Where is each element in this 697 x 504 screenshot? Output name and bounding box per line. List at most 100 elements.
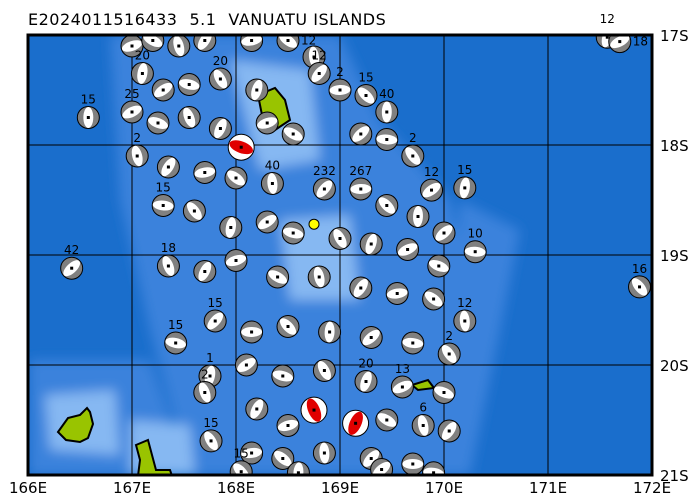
focal-mechanism[interactable] bbox=[437, 419, 461, 443]
focal-mechanism[interactable] bbox=[359, 232, 383, 256]
beachball-center bbox=[286, 424, 290, 427]
focal-mechanism[interactable] bbox=[276, 30, 300, 52]
focal-mechanism[interactable] bbox=[60, 256, 84, 280]
focal-mechanism[interactable] bbox=[120, 100, 144, 124]
focal-mechanism[interactable] bbox=[255, 210, 279, 234]
focal-mechanism[interactable] bbox=[141, 30, 165, 52]
focal-mechanism[interactable] bbox=[432, 381, 456, 404]
event-depth-label: 15 bbox=[81, 93, 96, 107]
focal-mechanism[interactable] bbox=[240, 320, 264, 344]
focal-mechanism[interactable] bbox=[260, 172, 284, 195]
focal-mechanism[interactable] bbox=[271, 447, 295, 470]
focal-mechanism[interactable] bbox=[307, 265, 331, 289]
focal-mechanism[interactable] bbox=[427, 254, 451, 278]
focal-mechanism[interactable] bbox=[422, 461, 446, 484]
focal-mechanism[interactable] bbox=[120, 35, 144, 58]
focal-mechanism[interactable] bbox=[463, 240, 487, 264]
focal-mechanism[interactable] bbox=[300, 396, 328, 424]
focal-mechanism[interactable] bbox=[608, 31, 632, 54]
focal-mechanism[interactable] bbox=[375, 194, 399, 217]
beachball-center bbox=[151, 39, 155, 42]
focal-mechanism[interactable] bbox=[375, 408, 399, 432]
focal-mechanism[interactable] bbox=[411, 414, 435, 437]
focal-mechanism[interactable] bbox=[199, 429, 223, 453]
focal-mechanism[interactable] bbox=[130, 62, 154, 85]
beachball-center bbox=[130, 44, 134, 48]
focal-mechanism[interactable] bbox=[453, 176, 477, 200]
focal-mechanism[interactable] bbox=[240, 30, 264, 52]
focal-mechanism[interactable] bbox=[328, 78, 352, 102]
focal-mechanism[interactable] bbox=[401, 144, 425, 168]
focal-mechanism[interactable] bbox=[437, 342, 461, 366]
focal-mechanism[interactable] bbox=[151, 78, 175, 102]
focal-mechanism[interactable] bbox=[234, 353, 258, 377]
focal-mechanism[interactable] bbox=[245, 78, 269, 102]
focal-mechanism[interactable] bbox=[385, 282, 409, 305]
focal-mechanism[interactable] bbox=[286, 461, 310, 484]
focal-mechanism[interactable] bbox=[281, 122, 305, 146]
epicenter-marker[interactable] bbox=[308, 218, 320, 230]
focal-mechanism[interactable] bbox=[281, 221, 305, 245]
focal-mechanism[interactable] bbox=[307, 62, 331, 85]
focal-mechanism[interactable] bbox=[177, 73, 201, 96]
focal-mechanism[interactable] bbox=[182, 199, 206, 223]
focal-mechanism[interactable] bbox=[312, 177, 336, 201]
focal-mechanism[interactable] bbox=[266, 265, 290, 289]
focal-mechanism[interactable] bbox=[193, 260, 217, 283]
focal-mechanism[interactable] bbox=[312, 359, 336, 382]
focal-mechanism[interactable] bbox=[156, 254, 180, 278]
focal-mechanism[interactable] bbox=[151, 194, 175, 217]
focal-mechanism[interactable] bbox=[193, 29, 217, 52]
focal-mechanism[interactable] bbox=[229, 460, 253, 483]
focal-mechanism[interactable] bbox=[628, 275, 652, 299]
focal-mechanism[interactable] bbox=[354, 370, 378, 393]
focal-mechanism[interactable] bbox=[318, 320, 342, 344]
focal-mechanism[interactable] bbox=[375, 128, 399, 151]
focal-mechanism[interactable] bbox=[354, 84, 378, 107]
focal-mechanism[interactable] bbox=[224, 166, 248, 190]
focal-mechanism[interactable] bbox=[396, 238, 420, 261]
focal-mechanism[interactable] bbox=[349, 177, 373, 201]
focal-mechanism[interactable] bbox=[255, 111, 279, 135]
focal-mechanism[interactable] bbox=[177, 106, 201, 129]
focal-mechanism[interactable] bbox=[359, 326, 383, 349]
focal-mechanism[interactable] bbox=[342, 409, 370, 437]
focal-mechanism[interactable] bbox=[276, 315, 300, 338]
focal-mechanism[interactable] bbox=[156, 155, 180, 179]
focal-mechanism[interactable] bbox=[208, 67, 232, 91]
beachball-center bbox=[177, 44, 181, 48]
focal-mechanism[interactable] bbox=[401, 331, 425, 355]
focal-mechanism[interactable] bbox=[271, 364, 295, 388]
focal-mechanism[interactable] bbox=[193, 381, 217, 404]
focal-mechanism[interactable] bbox=[406, 205, 430, 228]
focal-mechanism[interactable] bbox=[219, 216, 243, 239]
focal-mechanism[interactable] bbox=[328, 227, 352, 250]
event-depth-label: 2 bbox=[409, 131, 417, 145]
focal-mechanism[interactable] bbox=[375, 100, 399, 124]
focal-mechanism[interactable] bbox=[422, 287, 446, 311]
focal-mechanism[interactable] bbox=[401, 452, 425, 475]
focal-mechanism[interactable] bbox=[349, 122, 373, 146]
beachball-center bbox=[166, 165, 170, 169]
focal-mechanism[interactable] bbox=[208, 117, 232, 140]
focal-mechanism[interactable] bbox=[370, 458, 394, 481]
focal-mechanism[interactable] bbox=[420, 178, 444, 202]
focal-mechanism[interactable] bbox=[164, 331, 188, 355]
focal-mechanism[interactable] bbox=[76, 106, 100, 129]
focal-mechanism[interactable] bbox=[224, 249, 248, 272]
focal-mechanism[interactable] bbox=[432, 221, 456, 245]
event-depth-label: 15 bbox=[457, 163, 472, 177]
focal-mechanism[interactable] bbox=[245, 397, 269, 421]
focal-mechanism[interactable] bbox=[125, 144, 149, 168]
focal-mechanism[interactable] bbox=[203, 309, 227, 333]
focal-mechanism[interactable] bbox=[167, 35, 191, 58]
focal-mechanism[interactable] bbox=[390, 375, 414, 399]
focal-mechanism[interactable] bbox=[227, 133, 255, 161]
focal-mechanism[interactable] bbox=[453, 309, 477, 333]
focal-mechanism[interactable] bbox=[240, 441, 264, 465]
focal-mechanism[interactable] bbox=[193, 161, 217, 184]
focal-mechanism[interactable] bbox=[312, 441, 336, 465]
focal-mechanism[interactable] bbox=[276, 414, 300, 437]
focal-mechanism[interactable] bbox=[349, 276, 373, 300]
focal-mechanism[interactable] bbox=[146, 111, 170, 135]
